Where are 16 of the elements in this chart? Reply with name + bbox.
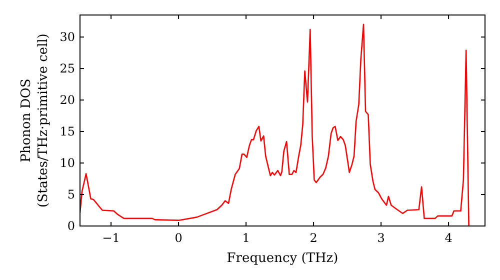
x-tick-label: 3 bbox=[377, 231, 385, 245]
y-axis-title: Phonon DOS (States/THz·primitive cell) bbox=[19, 33, 51, 208]
y-tick-label: 25 bbox=[60, 62, 75, 76]
y-tick-label: 10 bbox=[60, 156, 75, 170]
x-tick-label: 1 bbox=[242, 231, 250, 245]
x-tick-label: 0 bbox=[174, 231, 182, 245]
y-tick-label: 20 bbox=[60, 93, 75, 108]
x-axis-title: Frequency (THz) bbox=[226, 251, 338, 266]
x-tick-label: 2 bbox=[310, 231, 318, 245]
y-tick-label: 30 bbox=[60, 30, 75, 44]
x-tick-label: −1 bbox=[102, 231, 120, 245]
line-series bbox=[80, 24, 470, 226]
x-tick-label: 4 bbox=[444, 231, 453, 245]
y-tick-label: 15 bbox=[60, 124, 75, 139]
y-tick-label: 0 bbox=[67, 219, 75, 233]
y-tick-label: 5 bbox=[67, 188, 75, 202]
